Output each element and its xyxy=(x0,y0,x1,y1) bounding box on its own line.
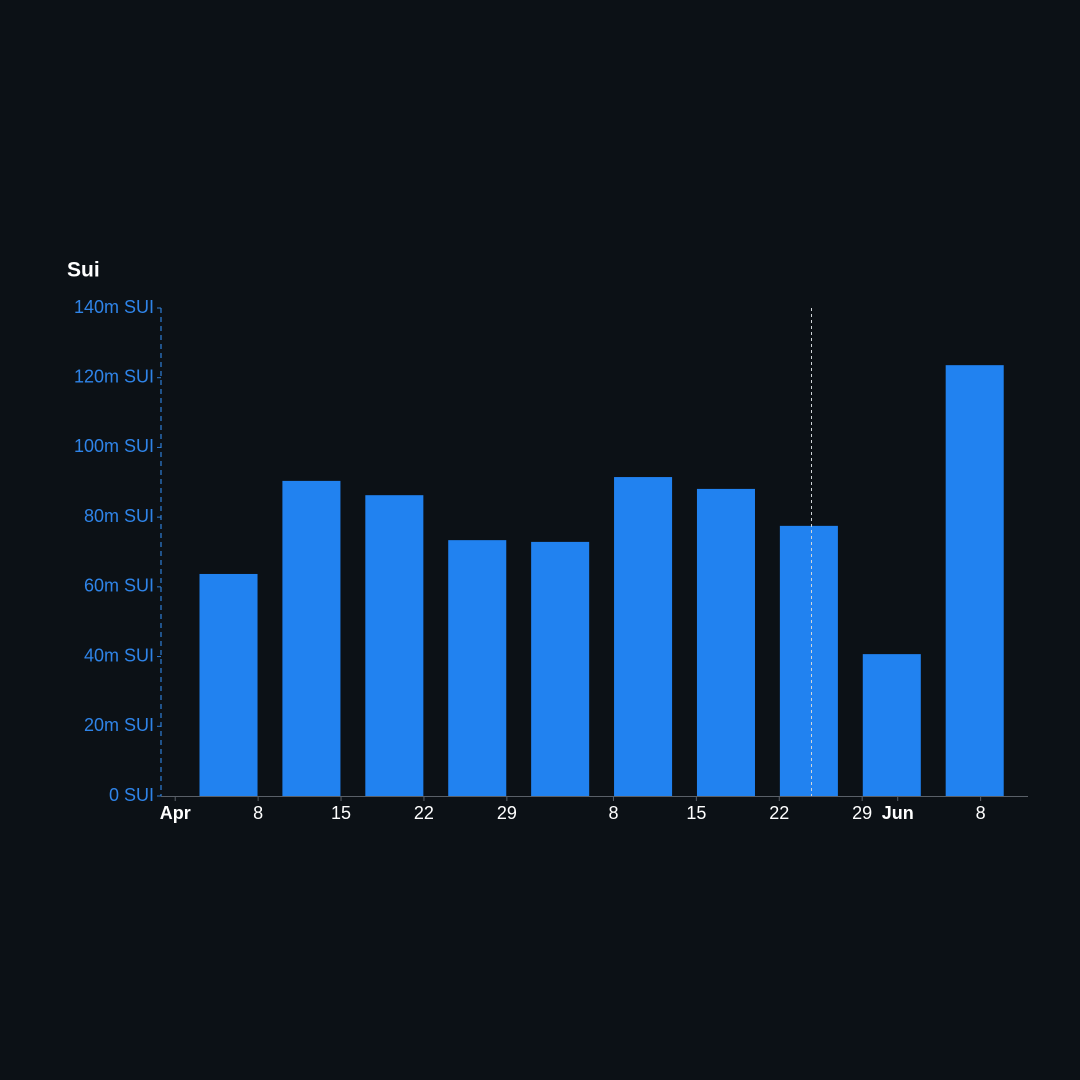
x-tick-label: 22 xyxy=(414,803,434,823)
bar xyxy=(862,654,921,796)
x-tick-label: 8 xyxy=(976,803,986,823)
y-tick-label: 100m SUI xyxy=(74,436,154,456)
x-tick-label: 29 xyxy=(852,803,872,823)
y-tick-label: 120m SUI xyxy=(74,366,154,386)
x-tick-label: 8 xyxy=(253,803,263,823)
y-tick-label: 0 SUI xyxy=(109,785,154,805)
x-tick-label: Apr xyxy=(160,803,191,823)
bar xyxy=(282,480,341,796)
x-tick-label: 29 xyxy=(497,803,517,823)
y-tick-label: 80m SUI xyxy=(84,506,154,526)
y-tick-label: 140m SUI xyxy=(74,297,154,317)
y-tick-label: 20m SUI xyxy=(84,715,154,735)
bar xyxy=(614,477,673,796)
bar xyxy=(365,495,424,796)
x-tick-label: 15 xyxy=(331,803,351,823)
bar xyxy=(448,540,507,796)
x-tick-label: 8 xyxy=(608,803,618,823)
chart-title: Sui xyxy=(67,259,100,282)
bar xyxy=(945,365,1004,796)
bar xyxy=(696,488,755,796)
bar xyxy=(531,541,590,796)
x-tick-label: 22 xyxy=(769,803,789,823)
x-tick-label: 15 xyxy=(686,803,706,823)
bar xyxy=(199,573,258,796)
bar xyxy=(779,525,838,796)
y-tick-label: 40m SUI xyxy=(84,645,154,665)
y-tick-label: 60m SUI xyxy=(84,576,154,596)
x-tick-label: Jun xyxy=(882,803,914,823)
